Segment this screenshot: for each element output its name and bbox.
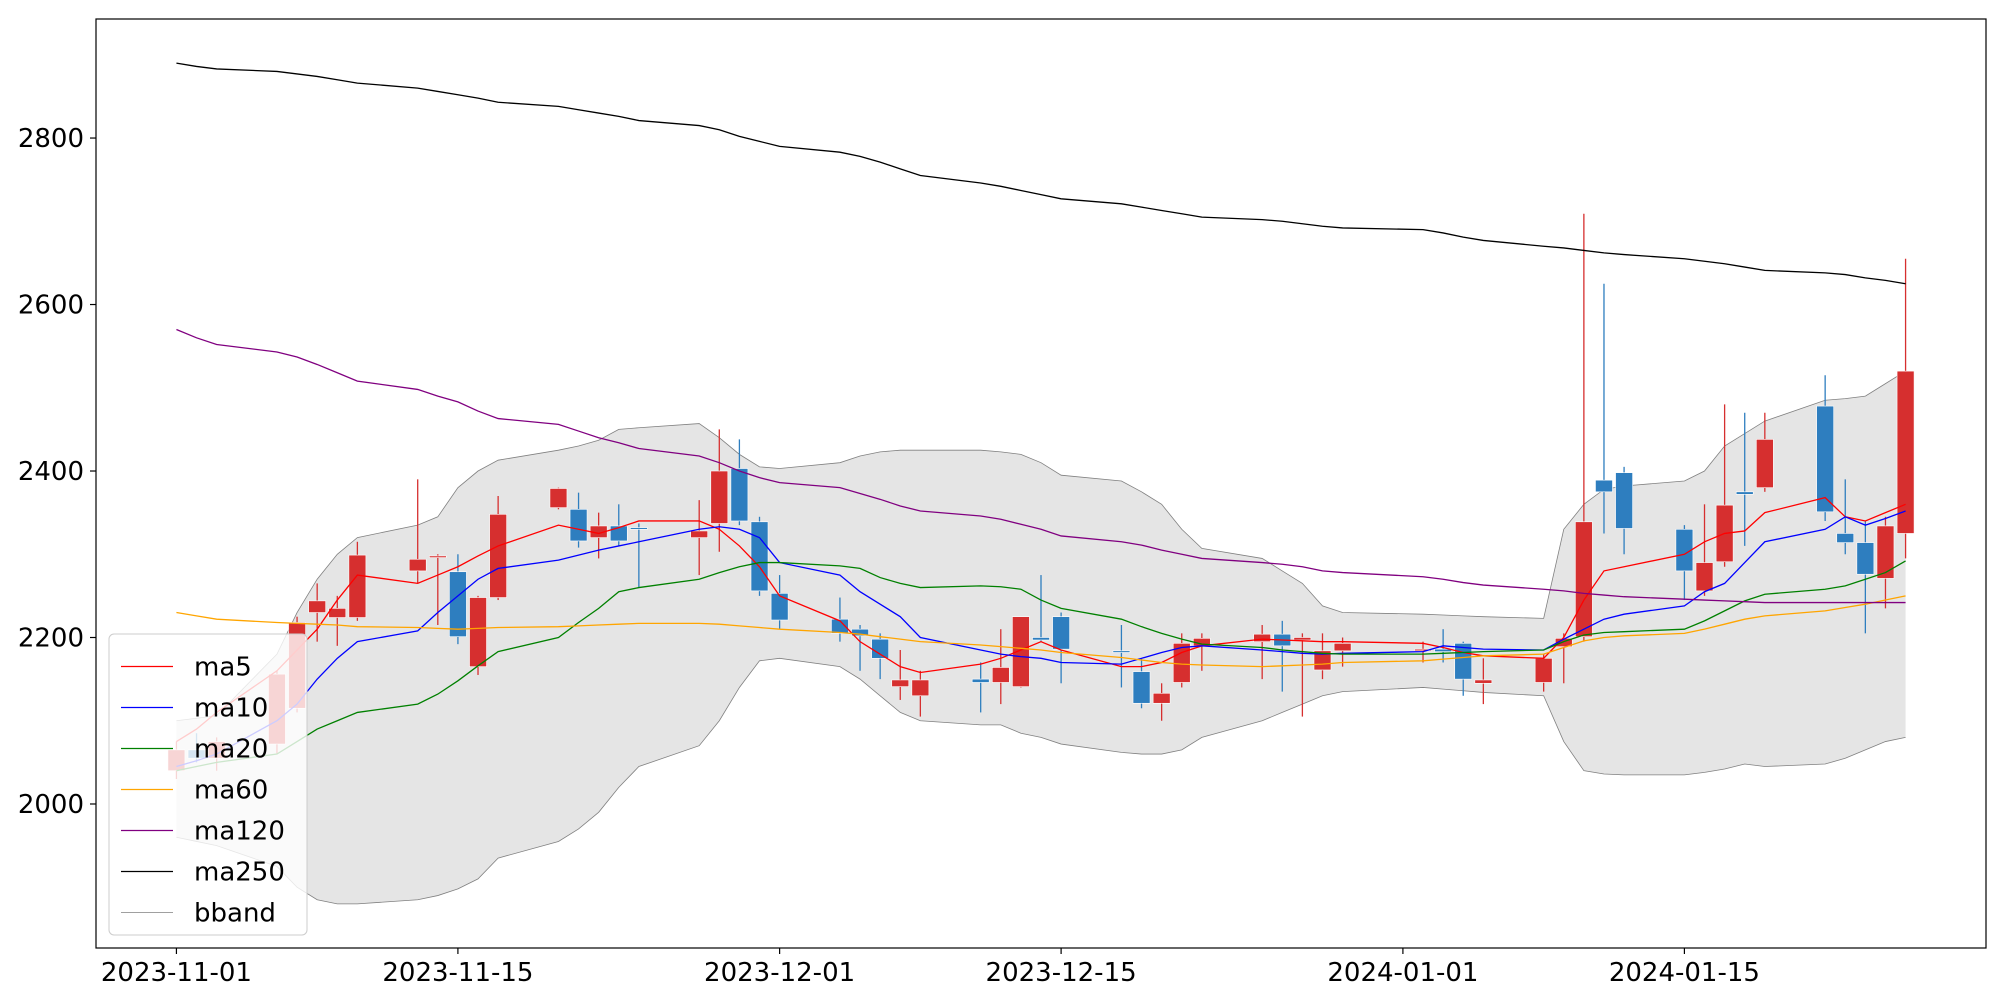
axes: 2000 2200 2400 2600 2800 2023-11-01 2023-11-15… <box>18 18 1987 988</box>
candle-body <box>1756 439 1774 488</box>
candle-body <box>891 679 910 687</box>
legend-label: ma120 <box>194 817 285 847</box>
candle-body <box>1675 528 1694 572</box>
legend-label: ma60 <box>194 776 268 806</box>
candle-body <box>1333 643 1352 652</box>
candle-body <box>1615 472 1633 529</box>
candle-body <box>489 514 507 598</box>
legend-label: ma20 <box>194 735 268 765</box>
candle-body <box>1856 542 1875 575</box>
legend: ma5 ma10 ma20 ma60 ma120 ma250 bband <box>108 633 308 936</box>
candle-body <box>469 597 487 667</box>
candle-body <box>1695 562 1714 592</box>
plot-area <box>167 62 1915 905</box>
x-tick-label: 2024-01-01 <box>1327 958 1478 988</box>
y-tick-label: 2600 <box>18 291 84 321</box>
candle-body <box>1816 405 1834 513</box>
x-tick-label: 2024-01-15 <box>1609 958 1760 988</box>
candle-body <box>549 488 568 508</box>
legend-box <box>108 633 308 936</box>
candle-body <box>730 468 749 522</box>
candle-body <box>1454 643 1473 680</box>
ma-line <box>176 510 1906 768</box>
candle-body <box>971 678 990 683</box>
candle-body <box>750 521 769 592</box>
y-tick-label: 2200 <box>18 624 84 654</box>
ma-line <box>176 62 1906 285</box>
legend-label: ma10 <box>194 694 268 724</box>
candle-body <box>1414 648 1432 652</box>
candle-body <box>429 555 447 558</box>
candle-body <box>609 525 628 542</box>
candle-body <box>308 600 326 613</box>
candle-body <box>1293 637 1312 641</box>
candle-body <box>630 527 648 530</box>
candle-body <box>569 509 588 542</box>
candle-body <box>911 679 930 697</box>
candle-body <box>710 470 729 524</box>
candle-body <box>449 571 467 637</box>
candle-body <box>770 593 789 621</box>
candle-body <box>1595 479 1613 493</box>
axes-frame <box>95 18 1987 949</box>
y-tick-label: 2400 <box>18 457 84 487</box>
candle-body <box>1032 637 1050 641</box>
ma-line <box>176 560 1906 772</box>
candle-body <box>1876 525 1895 579</box>
y-tick-label: 2800 <box>18 124 84 154</box>
candle-body <box>1152 692 1171 704</box>
ma-line <box>176 595 1906 668</box>
candle-body <box>1253 633 1271 642</box>
candle-body <box>991 667 1010 683</box>
candle-body <box>1836 533 1855 543</box>
bband-lower <box>176 657 1906 905</box>
candle-body <box>408 558 427 572</box>
ma-line <box>176 496 1906 743</box>
candle-body <box>1132 671 1151 704</box>
candle-body <box>871 638 889 659</box>
legend-label: ma250 <box>194 858 285 888</box>
candle-body <box>1052 616 1070 650</box>
candle-body <box>1735 491 1754 495</box>
candle-body <box>1313 650 1332 671</box>
ma-line <box>176 328 1906 604</box>
candle-body <box>831 618 849 634</box>
candle-body <box>1474 679 1493 684</box>
candle-body <box>1896 370 1915 534</box>
candle-body <box>1012 616 1030 687</box>
candle-body <box>1434 648 1452 652</box>
x-tick-label: 2023-11-01 <box>101 958 252 988</box>
candle-body <box>1112 650 1131 653</box>
legend-label: bband <box>194 899 276 929</box>
x-tick-label: 2023-11-15 <box>382 958 533 988</box>
candle-body <box>348 554 367 618</box>
x-tick-label: 2023-12-01 <box>704 958 855 988</box>
x-tick-label: 2023-12-15 <box>986 958 1137 988</box>
legend-label: ma5 <box>194 653 252 683</box>
candle-body <box>1575 521 1593 637</box>
candle-body <box>1534 658 1553 683</box>
y-tick-label: 2000 <box>18 790 84 820</box>
candle-body <box>690 530 708 538</box>
